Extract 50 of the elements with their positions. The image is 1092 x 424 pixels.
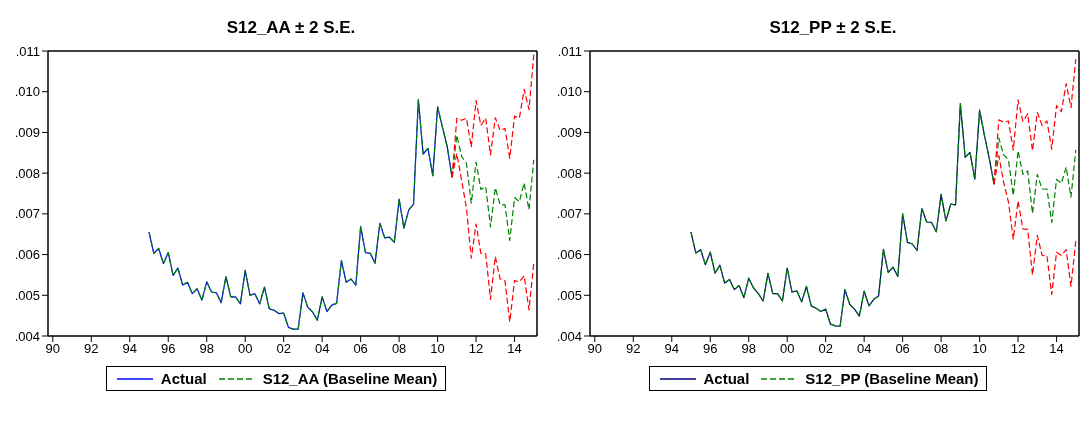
- x-tick-label: 10: [430, 341, 445, 357]
- x-tick-label: 06: [353, 341, 368, 357]
- x-tick-label: 14: [507, 341, 522, 357]
- x-tick-label: 98: [199, 341, 214, 357]
- legend-label: Actual: [160, 370, 207, 387]
- x-tick-label: 14: [1049, 341, 1064, 357]
- x-tick-label: 08: [391, 341, 407, 357]
- y-tick-label: .010: [14, 84, 40, 100]
- y-tick-label: .010: [556, 84, 582, 100]
- x-tick-label: 94: [664, 341, 679, 357]
- x-tick-label: 98: [741, 341, 756, 357]
- y-tick-label: .006: [14, 247, 40, 263]
- x-tick-label: 12: [468, 341, 484, 357]
- x-tick-label: 92: [84, 341, 99, 357]
- y-tick-label: .005: [14, 287, 40, 303]
- y-tick-label: .007: [556, 206, 582, 222]
- y-tick-label: .011: [557, 43, 582, 59]
- legend-label: Actual: [703, 370, 750, 387]
- y-tick-label: .009: [14, 125, 40, 141]
- x-tick-label: 08: [933, 341, 949, 357]
- x-tick-label: 96: [161, 341, 176, 357]
- line-series: [690, 102, 1077, 327]
- y-tick-label: .004: [556, 328, 582, 344]
- legend-label: S12_AA (Baseline Mean): [262, 370, 438, 387]
- x-tick-label: 90: [587, 341, 603, 357]
- y-tick-label: .006: [556, 247, 582, 263]
- x-tick-label: 04: [314, 341, 330, 357]
- line-series: [148, 99, 535, 330]
- x-tick-label: 90: [45, 341, 61, 357]
- y-tick-label: .009: [556, 125, 582, 141]
- x-tick-label: 96: [703, 341, 718, 357]
- y-tick-label: .008: [14, 165, 40, 181]
- x-tick-label: 12: [1010, 341, 1026, 357]
- x-tick-label: 06: [895, 341, 910, 357]
- x-tick-label: 00: [779, 341, 795, 357]
- y-tick-label: .011: [15, 43, 40, 59]
- y-tick-label: .004: [14, 328, 40, 344]
- y-tick-label: .007: [14, 206, 40, 222]
- x-tick-label: 00: [237, 341, 253, 357]
- x-tick-label: 92: [626, 341, 641, 357]
- y-tick-label: .008: [556, 165, 582, 181]
- x-tick-label: 94: [122, 341, 137, 357]
- chart-title: S12_PP ± 2 S.E.: [768, 18, 898, 38]
- y-tick-label: .005: [556, 287, 582, 303]
- x-tick-label: 02: [276, 341, 291, 357]
- chart-title: S12_AA ± 2 S.E.: [225, 18, 357, 38]
- x-tick-label: 10: [972, 341, 987, 357]
- legend-label: S12_PP (Baseline Mean): [805, 370, 979, 387]
- x-tick-label: 02: [818, 341, 833, 357]
- x-tick-label: 04: [856, 341, 872, 357]
